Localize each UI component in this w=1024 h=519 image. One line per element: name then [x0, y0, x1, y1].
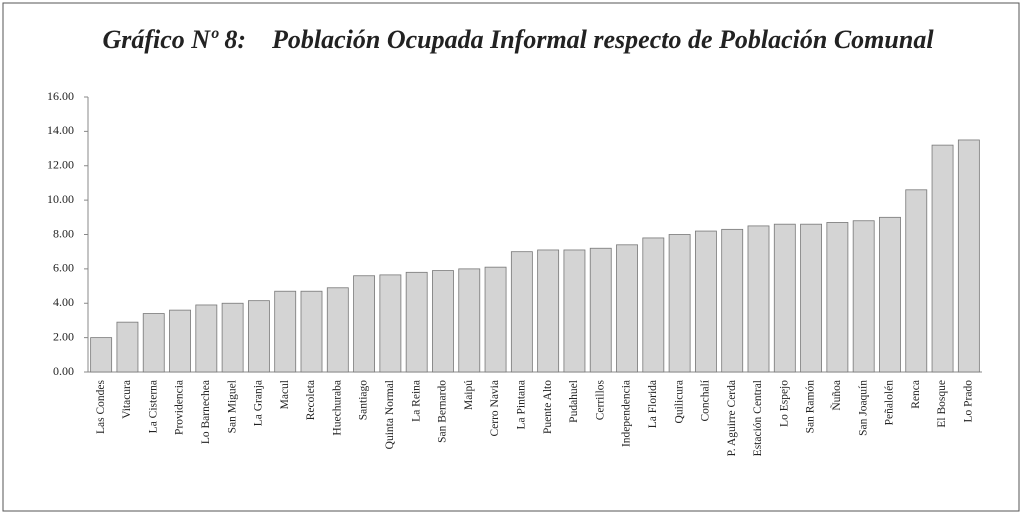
- y-tick-label: 8.00: [53, 226, 74, 240]
- x-tick-label: P. Aguirre Cerda: [726, 380, 738, 456]
- bar: [221, 302, 244, 373]
- x-tick-label: Conchalí: [700, 379, 712, 421]
- bar: [247, 300, 270, 373]
- bar: [721, 228, 744, 373]
- y-tick-label: 4.00: [53, 295, 74, 309]
- bar: [405, 271, 428, 373]
- x-tick-label: Peñalolén: [884, 380, 896, 426]
- x-tick-label: Las Condes: [95, 379, 107, 434]
- x-tick-label: Providencia: [174, 380, 186, 435]
- x-tick-label: Recoleta: [305, 380, 317, 420]
- x-tick-label: Macul: [279, 380, 291, 409]
- x-tick-label: La Granja: [253, 380, 265, 426]
- x-tick-label: Lo Espejo: [778, 380, 790, 427]
- x-tick-label: Quinta Normal: [384, 380, 396, 449]
- bar: [537, 249, 560, 373]
- x-tick-label: Estación Central: [752, 380, 764, 456]
- y-tick-label: 0.00: [53, 364, 74, 378]
- bar: [116, 321, 139, 373]
- x-tick-label: Ñuñoa: [829, 380, 843, 411]
- x-tick-label: Lo Barnechea: [200, 380, 212, 444]
- bar: [90, 337, 113, 373]
- bar: [879, 216, 901, 373]
- x-tick-label: Maipú: [463, 380, 475, 410]
- x-tick-label: Huechuraba: [331, 380, 343, 436]
- bar: [458, 268, 481, 373]
- x-tick-label: El Bosque: [936, 380, 948, 428]
- y-tick-label: 6.00: [53, 261, 74, 275]
- bar: [773, 223, 796, 373]
- bar: [826, 222, 849, 373]
- bar: [668, 234, 691, 373]
- y-tick-label: 10.00: [47, 192, 74, 206]
- x-tick-label: Vitacura: [121, 380, 133, 419]
- x-tick-label: Renca: [910, 380, 922, 409]
- bar: [642, 237, 665, 373]
- bar: [800, 223, 823, 373]
- bar: [589, 247, 612, 373]
- x-tick-label: Santiago: [358, 380, 370, 420]
- x-tick-label: La Pintana: [515, 380, 527, 430]
- x-tick-label: Cerrillos: [594, 379, 606, 420]
- x-tick-label: San Bernardo: [437, 380, 449, 443]
- y-tick-label: 2.00: [53, 329, 74, 343]
- x-tick-label: San Miguel: [226, 380, 238, 433]
- bar: [379, 274, 402, 373]
- bar: [326, 287, 349, 373]
- x-tick-label: Cerro Navia: [489, 380, 501, 437]
- x-tick-label: Lo Prado: [962, 380, 974, 423]
- y-tick-label: 12.00: [47, 158, 74, 172]
- x-tick-label: Puente Alto: [542, 380, 554, 434]
- bar: [852, 220, 875, 373]
- bar: [563, 249, 586, 373]
- bar: [300, 290, 323, 373]
- chart-title: Gráfico Nº 8: Población Ocupada Informal…: [102, 25, 934, 54]
- bar: [484, 266, 507, 373]
- x-tick-label: Pudahuel: [568, 380, 580, 423]
- bar: [747, 225, 770, 373]
- bar: [274, 290, 297, 373]
- x-tick-label: Independencia: [621, 380, 633, 447]
- x-tick-label: La Cisterna: [147, 380, 159, 433]
- x-tick-label: La Florida: [647, 380, 659, 428]
- bar: [169, 309, 191, 373]
- x-tick-label: Quilicura: [673, 380, 685, 423]
- bar: [905, 189, 928, 373]
- x-tick-label: La Reina: [410, 380, 422, 422]
- bar: [353, 275, 376, 373]
- bar: [432, 270, 454, 373]
- bar: [195, 304, 218, 373]
- x-tick-label: San Joaquín: [857, 380, 869, 436]
- bar: [510, 251, 533, 373]
- y-tick-label: 14.00: [47, 123, 74, 137]
- x-tick-label: San Ramón: [805, 380, 817, 434]
- y-tick-label: 16.00: [47, 89, 74, 103]
- bar: [694, 230, 717, 373]
- bar: [616, 244, 638, 373]
- bar: [931, 144, 954, 373]
- bar: [142, 313, 165, 373]
- frame: [2, 2, 1020, 512]
- bar: [957, 139, 980, 373]
